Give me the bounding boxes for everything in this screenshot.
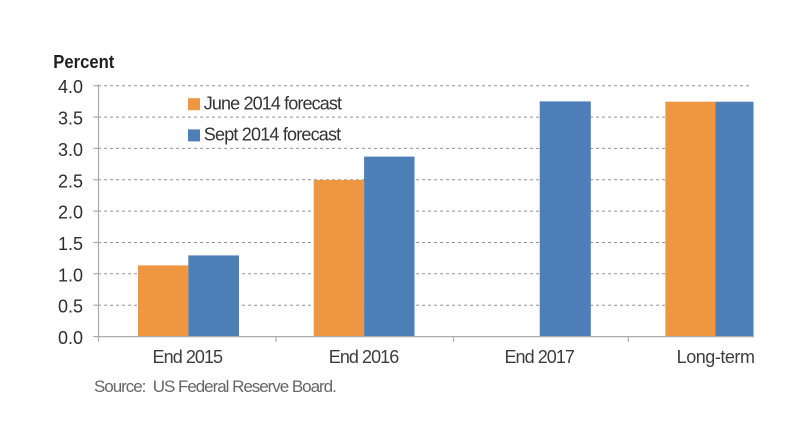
svg-text:End 2017: End 2017: [504, 347, 575, 367]
svg-text:End 2016: End 2016: [329, 347, 400, 367]
svg-text:Percent: Percent: [53, 52, 114, 72]
svg-text:0.0: 0.0: [58, 328, 83, 348]
svg-text:1.0: 1.0: [58, 265, 83, 285]
svg-text:1.5: 1.5: [58, 234, 83, 254]
svg-text:End 2015: End 2015: [153, 347, 224, 367]
svg-text:Sept 2014 forecast: Sept 2014 forecast: [204, 125, 341, 145]
svg-text:2.5: 2.5: [58, 171, 83, 191]
svg-text:June 2014 forecast: June 2014 forecast: [204, 94, 342, 114]
svg-text:Long-term: Long-term: [677, 347, 755, 367]
svg-text:2.0: 2.0: [58, 203, 83, 223]
svg-text:4.0: 4.0: [58, 77, 83, 97]
svg-text:Source: US Federal Reserve Bo: Source: US Federal Reserve Board.: [94, 377, 337, 396]
svg-text:3.5: 3.5: [58, 109, 83, 129]
svg-text:0.5: 0.5: [58, 297, 83, 317]
svg-text:3.0: 3.0: [58, 140, 83, 160]
